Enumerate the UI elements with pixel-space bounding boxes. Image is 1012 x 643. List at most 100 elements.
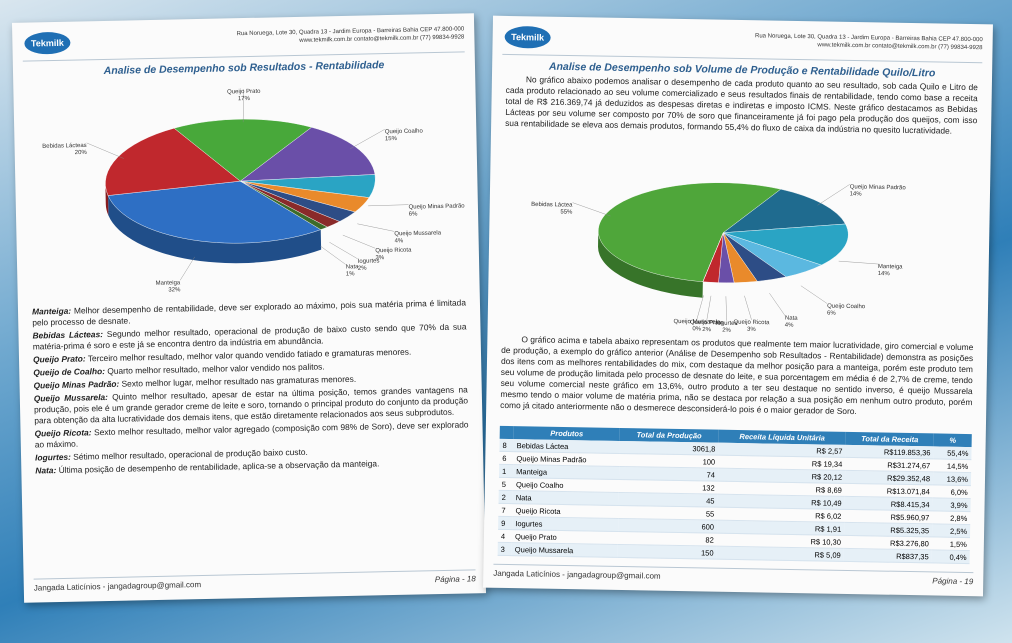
slice-label: Queijo Prato	[227, 89, 261, 96]
slice-value: 3%	[747, 327, 756, 333]
item-term: Nata:	[35, 465, 57, 476]
slice-label: Queijo Mussarela	[673, 319, 720, 326]
slice-label: Queijo Ricota	[375, 248, 412, 255]
slice-value: 17%	[238, 96, 251, 102]
leader-line	[86, 142, 124, 159]
slice-value: 55%	[560, 209, 573, 215]
leader-line	[572, 202, 611, 217]
address: Rua Noruega, Lote 30, Quadra 13 - Jardim…	[755, 32, 983, 52]
right-page: Tekmilk Rua Noruega, Lote 30, Quadra 13 …	[483, 15, 993, 597]
slice-label: Bebidas Lácteas	[42, 143, 86, 150]
slice-value: 14%	[878, 271, 891, 277]
header: Tekmilk Rua Noruega, Lote 30, Quadra 13 …	[22, 21, 465, 62]
slice-value: 0%	[692, 326, 701, 332]
slice-label: Queijo Prato	[690, 320, 724, 327]
column-header	[499, 425, 515, 440]
item-term: Bebidas Lácteas:	[32, 329, 104, 341]
slice-label: Queijo Minas Padrão	[850, 184, 907, 191]
cell: 6,0%	[932, 484, 971, 499]
leader-line	[725, 296, 727, 321]
leader-line	[320, 245, 346, 265]
footer-text: Jangada Laticínios - jangadagroup@gmail.…	[33, 580, 202, 593]
item-list: Manteiga: Melhor desempenho de rentabili…	[32, 297, 470, 478]
cell: 2,8%	[932, 510, 971, 525]
pie-side	[108, 195, 322, 264]
slice-label: Manteiga	[878, 264, 903, 270]
leader-line	[357, 223, 395, 232]
slice-value: 20%	[75, 150, 88, 156]
footer-text: Jangada Laticínios - jangadagroup@gmail.…	[493, 568, 661, 581]
item-term: Queijo Minas Padrão:	[33, 378, 120, 391]
slice-label: Iogurtes	[358, 258, 380, 264]
cell: Queijo Mussarela	[511, 542, 618, 558]
cell: R$837,35	[843, 548, 932, 563]
cell: 3,9%	[932, 497, 971, 512]
footer: Jangada Laticínios - jangadagroup@gmail.…	[33, 569, 476, 593]
cell: 3	[497, 542, 512, 556]
pie-slice	[722, 188, 846, 233]
slice-value: 4%	[394, 238, 403, 244]
pie-slice	[107, 180, 322, 244]
leader-line	[744, 295, 752, 320]
item-text: Sexto melhor lugar, melhor resultado nas…	[119, 373, 357, 389]
pie-slice	[723, 223, 849, 266]
slice-value: 6%	[827, 311, 836, 317]
cell: 2	[498, 490, 513, 504]
logo: Tekmilk	[24, 31, 71, 55]
column-header: %	[933, 433, 972, 448]
slice-value: 15%	[385, 136, 398, 142]
cell: 150	[617, 544, 717, 560]
slice-value: 2%	[722, 328, 731, 334]
slice-value: 6%	[409, 211, 418, 217]
leader-line	[817, 184, 850, 206]
pie-side	[598, 230, 703, 298]
slice-label: Queijo Minas Padrão	[409, 203, 466, 210]
slice-value: 3%	[375, 255, 384, 261]
cell: 14,5%	[933, 458, 972, 473]
slice-label: Nata	[785, 316, 798, 322]
cell: R$ 5,09	[716, 546, 844, 562]
pie-slice	[702, 232, 724, 282]
left-page: Tekmilk Rua Noruega, Lote 30, Quadra 13 …	[11, 13, 487, 603]
header: Tekmilk Rua Noruega, Lote 30, Quadra 13 …	[502, 23, 983, 64]
slice-label: Queijo Mussarela	[394, 230, 441, 237]
cell: 1,5%	[931, 536, 970, 551]
cell: 8	[499, 438, 514, 452]
item-term: Queijo Prato:	[32, 353, 86, 365]
item-text: Quinto melhor resultado, apesar de estar…	[33, 384, 469, 426]
page-number: Página - 19	[932, 576, 974, 587]
leader-line	[242, 89, 244, 123]
cell: 4	[497, 529, 513, 543]
cell: 9	[498, 516, 513, 530]
page-number: Página - 18	[434, 574, 476, 585]
leader-line	[838, 260, 878, 265]
body: O gráfico acima e tabela abaixo represen…	[500, 334, 974, 417]
slice-label: Queijo Ricota	[733, 320, 770, 327]
leader-line	[329, 242, 358, 260]
cell: 1	[498, 464, 514, 478]
slice-label: Nata	[346, 264, 359, 270]
item-term: Iogurtes:	[34, 451, 72, 463]
slice-value: 14%	[850, 191, 863, 197]
item-text: Quarto melhor resultado, melhor valor ve…	[104, 361, 325, 377]
leader-line	[696, 295, 704, 320]
leader-line	[180, 256, 195, 281]
slice-label: Queijo Coalho	[385, 129, 424, 136]
table: Produtos Total da Produção Receita Líquida…	[497, 425, 972, 564]
leader-line	[349, 129, 385, 150]
leader-line	[800, 285, 828, 304]
slice-value: 4%	[785, 323, 794, 329]
pie-side	[105, 183, 109, 216]
leader-line	[769, 293, 786, 316]
address: Rua Noruega, Lote 30, Quadra 13 - Jardim…	[236, 25, 465, 46]
item-term: Manteiga:	[31, 305, 72, 317]
slice-value: 2%	[358, 266, 367, 272]
item-term: Queijo de Coalho:	[33, 366, 106, 378]
item-text: Sétimo melhor resultado, operacional de …	[70, 446, 308, 462]
pie-slice	[598, 182, 782, 282]
cell: 5	[498, 477, 514, 491]
slice-label: Queijo Coalho	[827, 304, 866, 311]
leader-line	[342, 234, 376, 249]
